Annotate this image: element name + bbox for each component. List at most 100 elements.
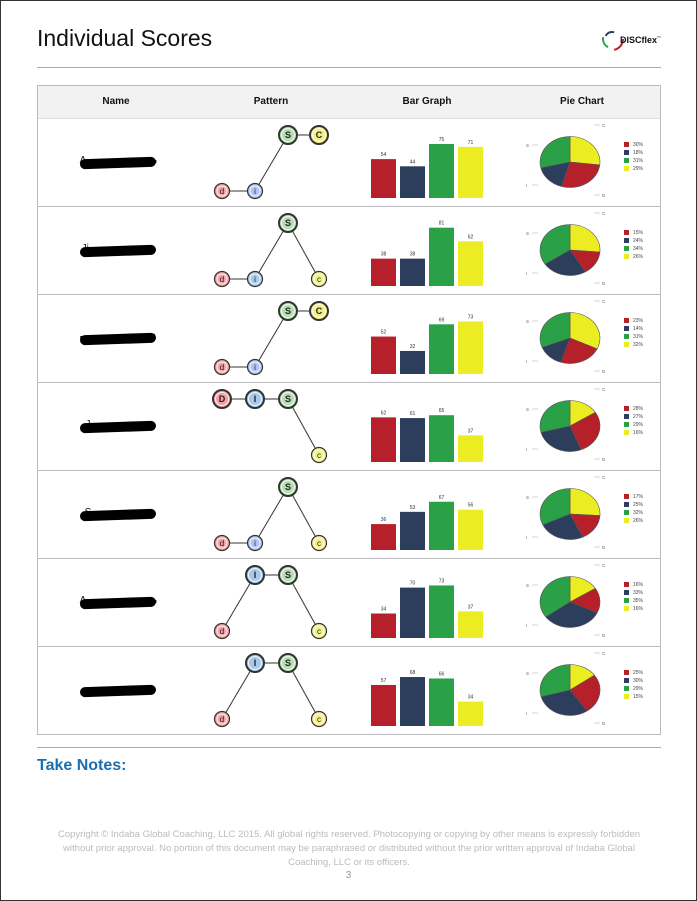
pie-axis-label: D: [602, 369, 606, 374]
pattern-connector: [287, 486, 320, 544]
bar-value-label: 52: [381, 330, 387, 336]
pie-slice-s: [539, 488, 571, 526]
bar-i: [400, 258, 425, 286]
pie-legend-swatch: [624, 598, 629, 603]
bar-value-label: 68: [410, 670, 416, 676]
pattern-letter: i: [254, 187, 256, 196]
bar-graph: 54 44 75 71: [371, 137, 483, 198]
bar-c: [458, 435, 483, 462]
bar-value-label: 70: [410, 581, 416, 587]
pie-legend-swatch: [624, 238, 629, 243]
pie-axis-label: C: [602, 563, 606, 568]
column-header-pie-chart: Pie Chart: [560, 96, 604, 107]
bar-s: [429, 227, 454, 286]
pattern-node-c: c: [310, 622, 328, 640]
bar-value-label: 62: [381, 410, 387, 416]
pie-legend-swatch: [624, 246, 629, 251]
pattern-letter: S: [285, 482, 291, 492]
pie-legend-swatch: [624, 406, 629, 411]
bar-d: [371, 684, 396, 726]
name-redaction: [79, 508, 157, 522]
pie-slice-i: [540, 689, 588, 716]
bar-s: [429, 415, 454, 462]
bar-i: [400, 166, 425, 198]
pie-chart: C S D I 25% 30% 29% 15%: [526, 651, 644, 726]
disc-pattern: d i S C: [213, 301, 329, 376]
bar-value-label: 53: [410, 505, 416, 511]
pattern-letter: S: [285, 658, 291, 668]
pie-slice-s: [539, 576, 571, 618]
pie-axis-label: S: [526, 231, 529, 236]
pie-legend-swatch: [624, 142, 629, 147]
take-notes-heading: Take Notes:: [37, 757, 127, 774]
pie-legend-value: 24%: [633, 238, 644, 244]
pattern-letter: d: [220, 187, 224, 196]
pie-legend-value: 29%: [633, 686, 644, 692]
bar-s: [429, 501, 454, 550]
table-row: A▬▬▬▬▬▬▬ d I Sc 34 70 73 37 C S D I 16% 33% 35% 16%: [38, 559, 660, 647]
bar-s: [429, 144, 454, 198]
pattern-node-c: C: [309, 301, 329, 321]
table-header: Name Pattern Bar Graph Pie Chart: [38, 86, 660, 119]
pattern-letter: S: [285, 570, 291, 580]
pie-axis-label: I: [526, 623, 527, 628]
table-row: ▬▬▬▬▬▬▬e d i S C 52 32 69 73 C S D I 23% 14% 31% 32%: [38, 295, 660, 383]
table-row: S▬▬▬▬▬▬ d i Sc 36 53 67 56 C S D I 17% 25% 32% 26%: [38, 471, 660, 559]
pie-slice-d: [569, 674, 601, 712]
pattern-connector: [254, 486, 289, 544]
pattern-letter: S: [285, 218, 291, 228]
copyright-footer: Copyright © Indaba Global Coaching, LLC …: [57, 829, 641, 868]
column-header-bar-graph: Bar Graph: [402, 96, 452, 107]
participant-name: Ji▬▬▬▬▬▬g: [78, 241, 158, 259]
pattern-node-d: d: [213, 182, 231, 200]
bar-value-label: 66: [439, 671, 445, 677]
pie-slice-d: [560, 337, 598, 364]
pie-legend-swatch: [624, 318, 629, 323]
pie-axis-label: S: [526, 671, 529, 676]
pie-axis-label: S: [526, 143, 529, 148]
pattern-letter: i: [254, 363, 256, 372]
pie-legend-value: 16%: [633, 582, 644, 588]
pie-axis-label: C: [602, 123, 606, 128]
pattern-letter: c: [317, 451, 321, 460]
pattern-letter: I: [254, 394, 257, 404]
pattern-node-i: I: [245, 565, 265, 585]
pie-axis-label: S: [526, 407, 529, 412]
pie-axis-label: I: [526, 183, 527, 188]
bar-value-label: 61: [410, 411, 416, 417]
pattern-node-d: D: [212, 389, 232, 409]
pattern-letter: S: [285, 394, 291, 404]
bar-value-label: 32: [410, 344, 416, 350]
bar-d: [371, 613, 396, 638]
pattern-letter: i: [254, 539, 256, 548]
pie-axis-label: D: [602, 633, 606, 638]
pie-chart: C S D I 16% 33% 35% 16%: [526, 563, 644, 638]
pattern-letter: c: [317, 275, 321, 284]
pie-slice-i: [540, 425, 582, 452]
scores-table: Name Pattern Bar Graph Pie Chart A▬▬▬▬▬▬…: [37, 85, 661, 735]
pattern-connector: [287, 662, 320, 720]
pie-slice-i: [545, 601, 598, 628]
pattern-node-i: I: [245, 389, 265, 409]
pie-axis-label: S: [526, 319, 529, 324]
pattern-node-c: c: [310, 534, 328, 552]
bar-value-label: 54: [381, 152, 387, 158]
pie-axis-label: D: [602, 721, 606, 726]
table-row: J▬▬▬▬▬▬ D I Sc 62 61 65 37 C S D I 28% 27% 29% 16%: [38, 383, 660, 471]
bar-s: [429, 678, 454, 726]
pie-legend-value: 31%: [633, 158, 644, 164]
bar-value-label: 75: [439, 137, 445, 143]
bar-value-label: 38: [410, 252, 416, 258]
pie-legend-value: 14%: [633, 326, 644, 332]
pie-slice-i: [544, 249, 586, 276]
pie-legend-value: 25%: [633, 502, 644, 508]
pie-axis-label: I: [526, 447, 527, 452]
pie-legend-swatch: [624, 414, 629, 419]
pie-legend-value: 29%: [633, 166, 644, 172]
pie-legend-value: 32%: [633, 510, 644, 516]
bar-graph: 36 53 67 56: [371, 495, 483, 550]
pattern-letter: d: [220, 627, 224, 636]
bar-value-label: 73: [468, 314, 474, 320]
bar-graph: 52 32 69 73: [371, 314, 483, 374]
pie-legend-swatch: [624, 430, 629, 435]
